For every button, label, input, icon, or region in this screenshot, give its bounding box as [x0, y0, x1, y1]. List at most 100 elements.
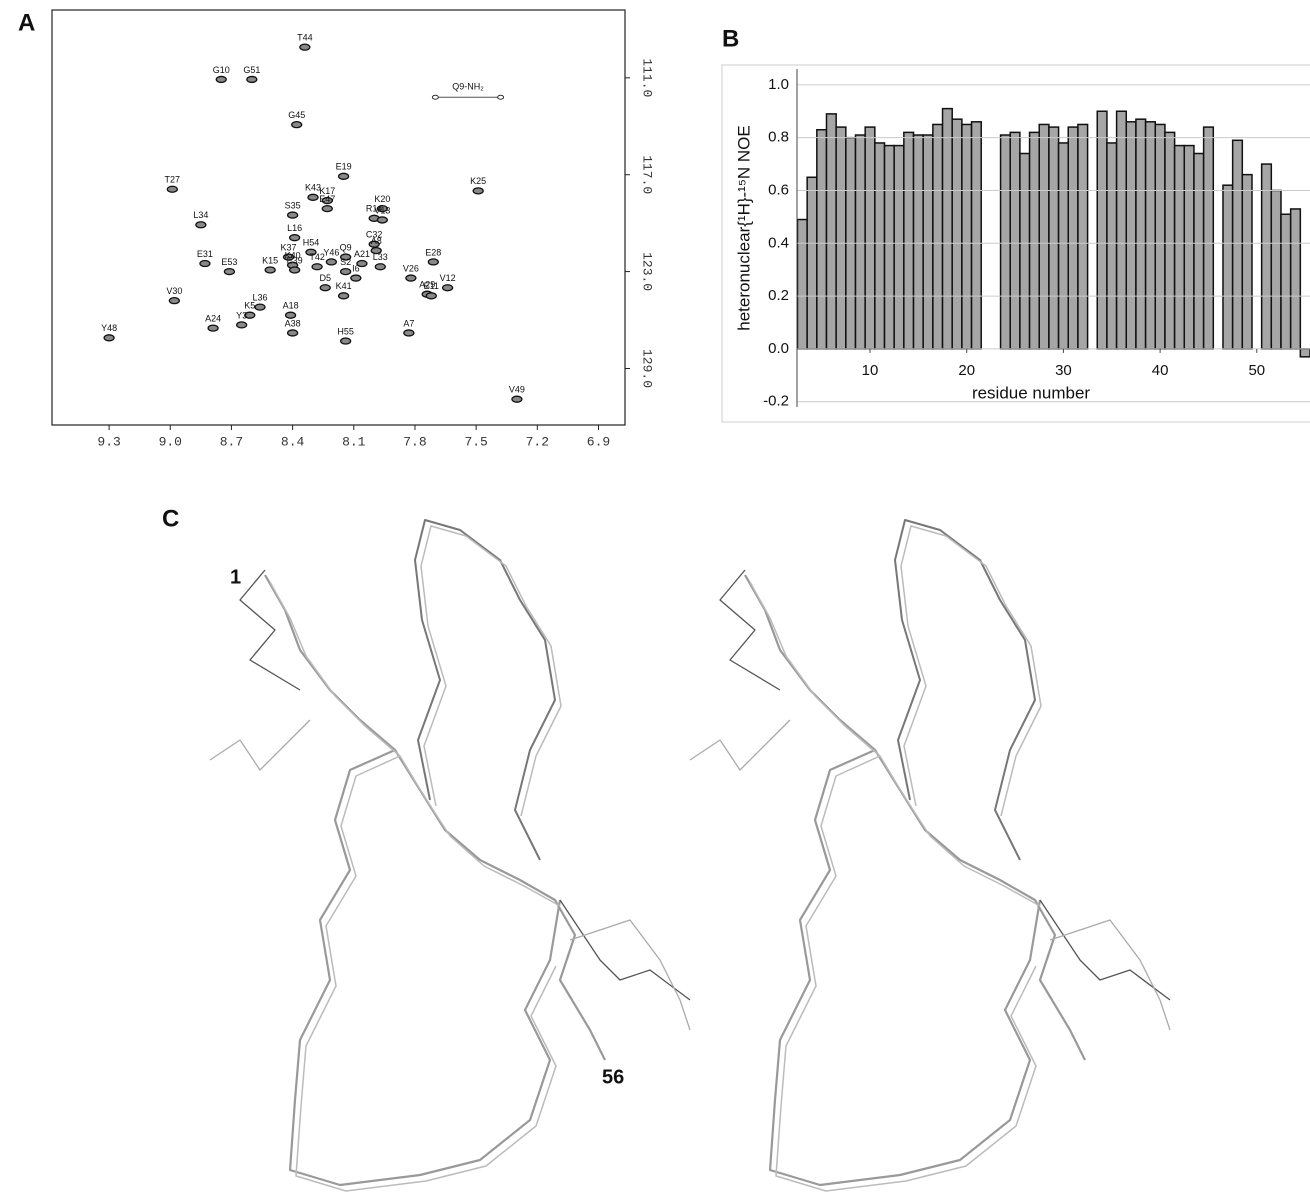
bar [922, 134, 934, 350]
x-tick-label: 30 [1055, 362, 1072, 379]
peak-label: L34 [193, 210, 208, 220]
bar [999, 134, 1011, 350]
peak [291, 120, 303, 129]
bar [1222, 184, 1234, 350]
bar [816, 128, 828, 350]
peak [207, 324, 219, 332]
x-axis-label: residue number [972, 383, 1090, 402]
peak [215, 75, 227, 84]
peak-label: K20 [374, 194, 390, 204]
y-tick-label: 1.0 [768, 76, 789, 93]
x-tick-label: 8.4 [281, 434, 305, 449]
peak [427, 258, 439, 266]
peak-label: E31 [197, 249, 213, 259]
peak [168, 297, 180, 305]
panel-a-frame [51, 9, 626, 426]
peak [441, 284, 454, 292]
y-tick-label: 0.0 [768, 340, 789, 357]
y-tick-label: -0.2 [763, 393, 789, 410]
structure-left [208, 518, 692, 1193]
peak-label: A24 [205, 313, 221, 323]
bar [1193, 152, 1205, 350]
peak [299, 43, 311, 51]
peak [350, 274, 362, 282]
bar [1038, 123, 1050, 350]
bar [893, 144, 905, 350]
bar [883, 144, 895, 350]
peak [289, 266, 301, 274]
peak [339, 267, 352, 276]
peak-label: V49 [509, 385, 525, 395]
peak-label: A8 [371, 236, 382, 246]
bar [1028, 131, 1040, 350]
panel-label: C [162, 505, 179, 532]
peak-label: T44 [297, 33, 313, 43]
peak-label: E11 [424, 281, 439, 291]
peak-label: E39 [287, 255, 303, 265]
bar [1289, 208, 1302, 350]
bar [1125, 121, 1137, 350]
x-tick-label: 7.8 [403, 434, 426, 449]
peak-label: A18 [283, 301, 299, 311]
bar [1280, 213, 1292, 350]
peak [339, 337, 352, 345]
bar [806, 176, 818, 350]
peak [244, 311, 256, 319]
peak-label: K17 [319, 186, 335, 196]
y-tick-label: 129.0 [640, 349, 655, 388]
peak-label: V12 [440, 273, 456, 283]
x-tick-label: 7.5 [464, 434, 487, 449]
bar [1077, 123, 1089, 350]
bar [961, 123, 973, 350]
bar [1067, 126, 1079, 350]
bar [1154, 123, 1166, 350]
peak [235, 321, 248, 329]
bar [1009, 131, 1021, 350]
peak-label: Q9 [340, 242, 352, 252]
bar [825, 113, 837, 350]
x-tick-label: 40 [1152, 362, 1169, 379]
peak-label: L16 [287, 223, 302, 233]
annotation: Q9-NH₂ [452, 82, 484, 92]
bar [912, 134, 924, 350]
y-tick-label: 0.8 [768, 129, 789, 146]
peak [254, 303, 266, 311]
peak [284, 311, 297, 319]
peak [425, 292, 437, 300]
peak-label: V30 [166, 286, 182, 296]
peak-label: K41 [336, 281, 352, 291]
peak [321, 204, 333, 213]
peak [403, 329, 415, 337]
bar [1057, 142, 1069, 350]
peak-label: T42 [309, 252, 325, 262]
x-tick-label: 6.9 [587, 434, 610, 449]
bar [1183, 144, 1195, 350]
peak [511, 395, 523, 403]
bar [1019, 152, 1031, 350]
x-tick-label: 9.3 [97, 434, 120, 449]
bar [797, 218, 808, 350]
peak [321, 196, 333, 205]
peak-label: K15 [262, 255, 278, 265]
bar [1144, 121, 1157, 350]
peak-label: A21 [354, 249, 370, 259]
peak [325, 258, 338, 266]
peak-label: E47 [319, 194, 335, 204]
peak [286, 329, 299, 337]
peak-label: A7 [403, 318, 414, 328]
peak [405, 274, 417, 282]
bar [932, 123, 944, 350]
peak [376, 204, 388, 213]
peak [103, 334, 115, 342]
peak-label: G51 [243, 65, 260, 75]
peak [431, 94, 439, 100]
bar [1048, 126, 1060, 350]
bar [903, 131, 915, 350]
bar [1270, 189, 1282, 350]
bar [1164, 131, 1176, 350]
bar [1299, 348, 1310, 358]
bar [970, 121, 982, 350]
peak [368, 240, 380, 248]
peak-label: L36 [252, 292, 267, 302]
